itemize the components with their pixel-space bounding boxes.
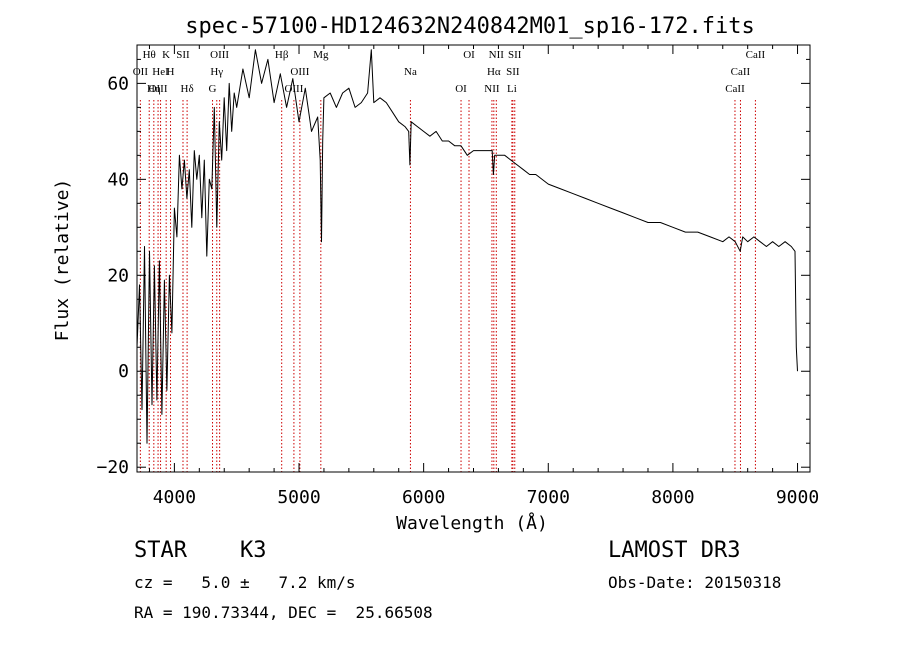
line-label: Na xyxy=(404,66,417,78)
spectrum-line xyxy=(136,49,798,444)
chart-title: spec-57100-HD124632N240842M01_sp16-172.f… xyxy=(185,14,755,39)
y-tick-label: 0 xyxy=(118,361,129,382)
object-subclass: K3 xyxy=(240,538,267,563)
y-axis-label: Flux (relative) xyxy=(52,179,73,342)
x-tick-label: 8000 xyxy=(651,487,694,508)
line-label: SII xyxy=(508,49,522,61)
emission-line-markers xyxy=(139,100,756,472)
x-tick-label: 6000 xyxy=(402,487,445,508)
line-label: SII xyxy=(506,66,520,78)
line-label: Hδ xyxy=(181,83,194,95)
line-label: OII xyxy=(133,66,149,78)
x-tick-label: 7000 xyxy=(527,487,570,508)
y-axis-ticks: −20 0 20 40 60 xyxy=(96,58,810,478)
line-label: Hα xyxy=(487,66,501,78)
line-label: OIII xyxy=(290,66,309,78)
line-label: CaII xyxy=(731,66,751,78)
line-label: OIII xyxy=(149,83,168,95)
x-tick-label: 4000 xyxy=(153,487,196,508)
line-label: Hθ xyxy=(143,49,156,61)
line-label: Li xyxy=(507,83,517,95)
line-label: HeI xyxy=(152,66,169,78)
observation-date: Obs-Date: 20150318 xyxy=(608,573,782,592)
y-tick-label: 40 xyxy=(107,169,129,190)
line-label: OI xyxy=(463,49,475,61)
coordinates: RA = 190.73344, DEC = 25.66508 xyxy=(134,603,433,622)
line-label: Mg xyxy=(313,49,329,61)
line-label: OI xyxy=(455,83,467,95)
x-axis-label: Wavelength (Å) xyxy=(396,512,548,534)
y-tick-label: 20 xyxy=(107,265,129,286)
line-label: K xyxy=(162,49,170,61)
line-label: Hγ xyxy=(210,66,223,78)
survey-name: LAMOST DR3 xyxy=(608,538,741,563)
emission-line-labels: HθOIIOIIIKHeIHηSIIHHδOIIIHγGHβOIIIOIIIMg… xyxy=(133,49,766,95)
object-class: STAR xyxy=(134,538,187,563)
x-axis-ticks: 4000 5000 6000 7000 8000 9000 xyxy=(148,45,819,508)
line-label: CaII xyxy=(725,83,745,95)
line-label: Hβ xyxy=(275,49,289,61)
x-tick-label: 9000 xyxy=(776,487,819,508)
line-label: SII xyxy=(176,49,190,61)
line-label: H xyxy=(167,66,175,78)
line-label: NII xyxy=(484,83,500,95)
y-tick-label: −20 xyxy=(96,457,129,478)
line-label: CaII xyxy=(746,49,766,61)
line-label: G xyxy=(209,83,217,95)
redshift-value: cz = 5.0 ± 7.2 km/s xyxy=(134,573,356,592)
y-tick-label: 60 xyxy=(107,73,129,94)
x-tick-label: 5000 xyxy=(277,487,320,508)
line-label: Hη xyxy=(147,83,161,95)
plot-frame xyxy=(136,44,811,473)
line-label: NII xyxy=(489,49,505,61)
line-label: OIII xyxy=(210,49,229,61)
